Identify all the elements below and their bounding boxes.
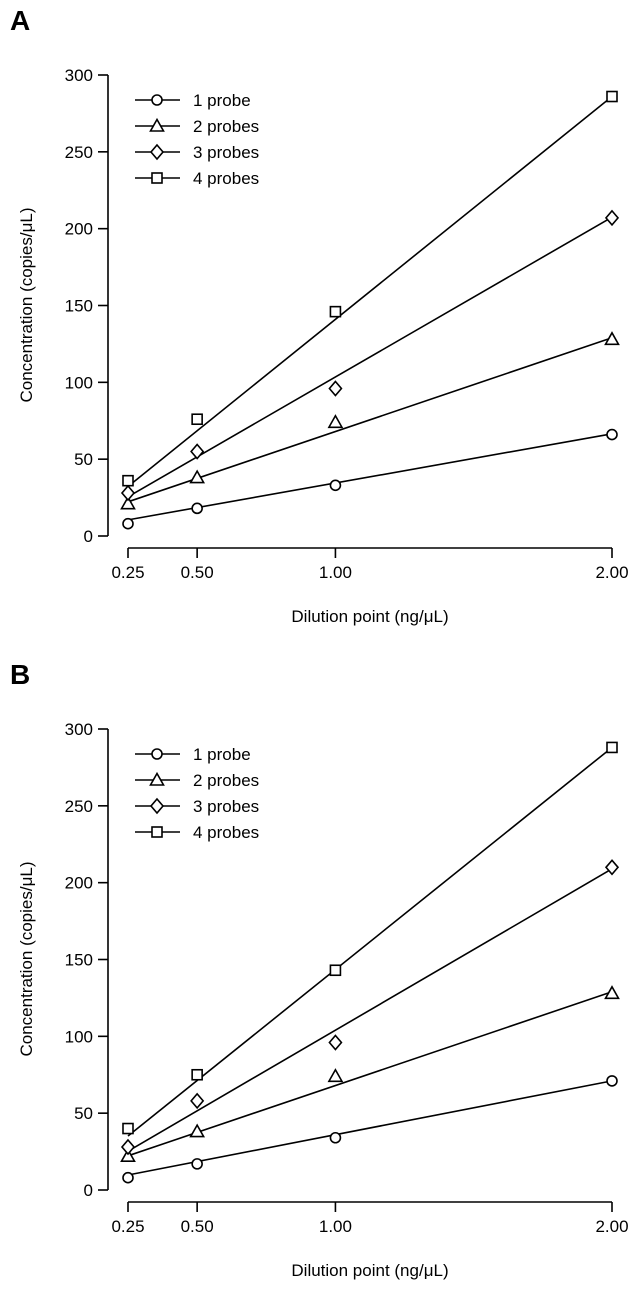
chart-a-y-tick-label: 0 (84, 527, 93, 546)
chart-a-point-1 (606, 428, 618, 441)
chart-b-svg: B 0 50 100 150 200 250 300 0.25 0.50 1.00 2.00 Dilut… (10, 659, 629, 1280)
chart-b-point-2 (604, 985, 620, 1000)
chart-b-y-tick-label: 50 (74, 1104, 93, 1123)
chart-a-y-tick-label: 300 (65, 66, 93, 85)
chart-panel-b: B 0 50 100 150 200 250 300 0.25 0.50 1.00 2.00 Dilut… (0, 654, 635, 1308)
chart-b-legend-marker (149, 771, 165, 786)
chart-a-y-tick-label: 50 (74, 450, 93, 469)
chart-a-y-tick-label: 200 (65, 220, 93, 239)
chart-a-x-axis-title: Dilution point (ng/μL) (291, 607, 448, 626)
chart-a-point-1 (122, 517, 134, 530)
chart-b-legend-marker (149, 797, 165, 815)
chart-a-legend-label: 2 probes (193, 117, 259, 136)
chart-b-panel-label: B (10, 659, 30, 690)
chart-a-legend-marker (151, 94, 163, 106)
chart-a-point-2 (327, 414, 344, 429)
chart-b-point-1 (329, 1131, 342, 1144)
chart-b-point-4 (191, 1068, 203, 1081)
chart-b-fit-line-4 (127, 746, 613, 1137)
chart-b-x-tick-label: 0.50 (181, 1217, 214, 1236)
chart-a-fit-line-2 (127, 337, 613, 503)
chart-b-point-4 (606, 741, 618, 754)
chart-a-point-3 (190, 443, 205, 460)
chart-b-point-3 (120, 1138, 136, 1156)
chart-b-point-1 (606, 1075, 618, 1087)
chart-a-point-1 (191, 502, 203, 515)
chart-b-y-tick-label: 150 (65, 951, 93, 970)
chart-a-fit-line-1 (127, 433, 613, 521)
chart-panel-a: A 0 50 100 150 200 250 300 0.25 0.50 1.00 2.00 Dilut… (10, 5, 629, 626)
chart-a-y-axis-title: Concentration (copies/μL) (17, 207, 36, 402)
chart-b-fit-line-3 (127, 868, 613, 1152)
chart-b-y-tick-label: 100 (65, 1027, 93, 1046)
chart-a-fit-line-3 (127, 216, 613, 498)
chart-b-point-1 (191, 1158, 203, 1170)
chart-a-legend-label: 4 probes (193, 169, 259, 188)
chart-b-point-1 (122, 1171, 134, 1184)
chart-a-y-tick-label: 150 (65, 297, 93, 316)
chart-b-y-tick-label: 250 (65, 797, 93, 816)
chart-a-point-2 (604, 331, 620, 346)
chart-a-x-tick-label: 2.00 (595, 563, 628, 582)
chart-b-x-axis-title: Dilution point (ng/μL) (291, 1261, 448, 1280)
chart-a-point-3 (120, 484, 136, 502)
chart-b-legend-label: 1 probe (193, 745, 251, 764)
chart-b-legend-label: 3 probes (193, 797, 259, 816)
chart-a-point-4 (191, 413, 203, 426)
chart-a-x-tick-label: 0.50 (181, 563, 214, 582)
chart-b-y-axis-title: Concentration (copies/μL) (17, 861, 36, 1056)
chart-b-legend-label: 4 probes (193, 823, 259, 842)
chart-b-point-4 (122, 1122, 134, 1135)
chart-a-point-4 (606, 90, 618, 103)
chart-b-point-4 (329, 964, 342, 977)
chart-a-point-3 (328, 380, 343, 397)
chart-a-legend-marker (149, 117, 165, 132)
chart-b-fit-line-2 (127, 991, 613, 1157)
chart-b-point-2 (120, 1148, 136, 1162)
chart-b-point-3 (604, 859, 620, 876)
chart-b-y-tick-label: 300 (65, 720, 93, 739)
chart-b-point-3 (190, 1092, 205, 1110)
chart-a-point-3 (604, 209, 620, 227)
chart-b-x-tick-label: 2.00 (595, 1217, 628, 1236)
chart-a-svg: A 0 50 100 150 200 250 300 0.25 0.50 1.00 2.00 Dilut… (10, 5, 629, 626)
chart-a-y-tick-label: 250 (65, 143, 93, 162)
chart-b-point-2 (189, 1123, 206, 1138)
chart-a-legend-marker (151, 172, 163, 184)
chart-a-legend-label: 1 probe (193, 91, 251, 110)
chart-b-x-tick-label: 1.00 (319, 1217, 352, 1236)
chart-a-x-tick-label: 0.25 (111, 563, 144, 582)
chart-b-legend-marker (151, 826, 163, 838)
chart-b-legend-marker (151, 748, 163, 760)
chart-b-y-tick-label: 200 (65, 874, 93, 893)
chart-a-point-2 (120, 495, 136, 510)
chart-b-y-tick-label: 0 (84, 1181, 93, 1200)
chart-a-legend-label: 3 probes (193, 143, 259, 162)
chart-a-y-tick-label: 100 (65, 373, 93, 392)
chart-b-x-tick-label: 0.25 (111, 1217, 144, 1236)
chart-b-point-2 (327, 1068, 344, 1083)
chart-a-panel-label: A (10, 5, 30, 36)
chart-a-legend-marker (149, 143, 165, 161)
chart-b-legend-label: 2 probes (193, 771, 259, 790)
chart-b-fit-line-1 (127, 1080, 613, 1176)
chart-a-fit-line-4 (127, 95, 613, 488)
chart-b-point-3 (328, 1034, 343, 1051)
chart-a-x-tick-label: 1.00 (319, 563, 352, 582)
chart-a-point-4 (122, 474, 134, 487)
chart-a-point-2 (189, 469, 206, 484)
chart-a-point-1 (329, 479, 342, 492)
chart-a-point-4 (329, 305, 342, 318)
